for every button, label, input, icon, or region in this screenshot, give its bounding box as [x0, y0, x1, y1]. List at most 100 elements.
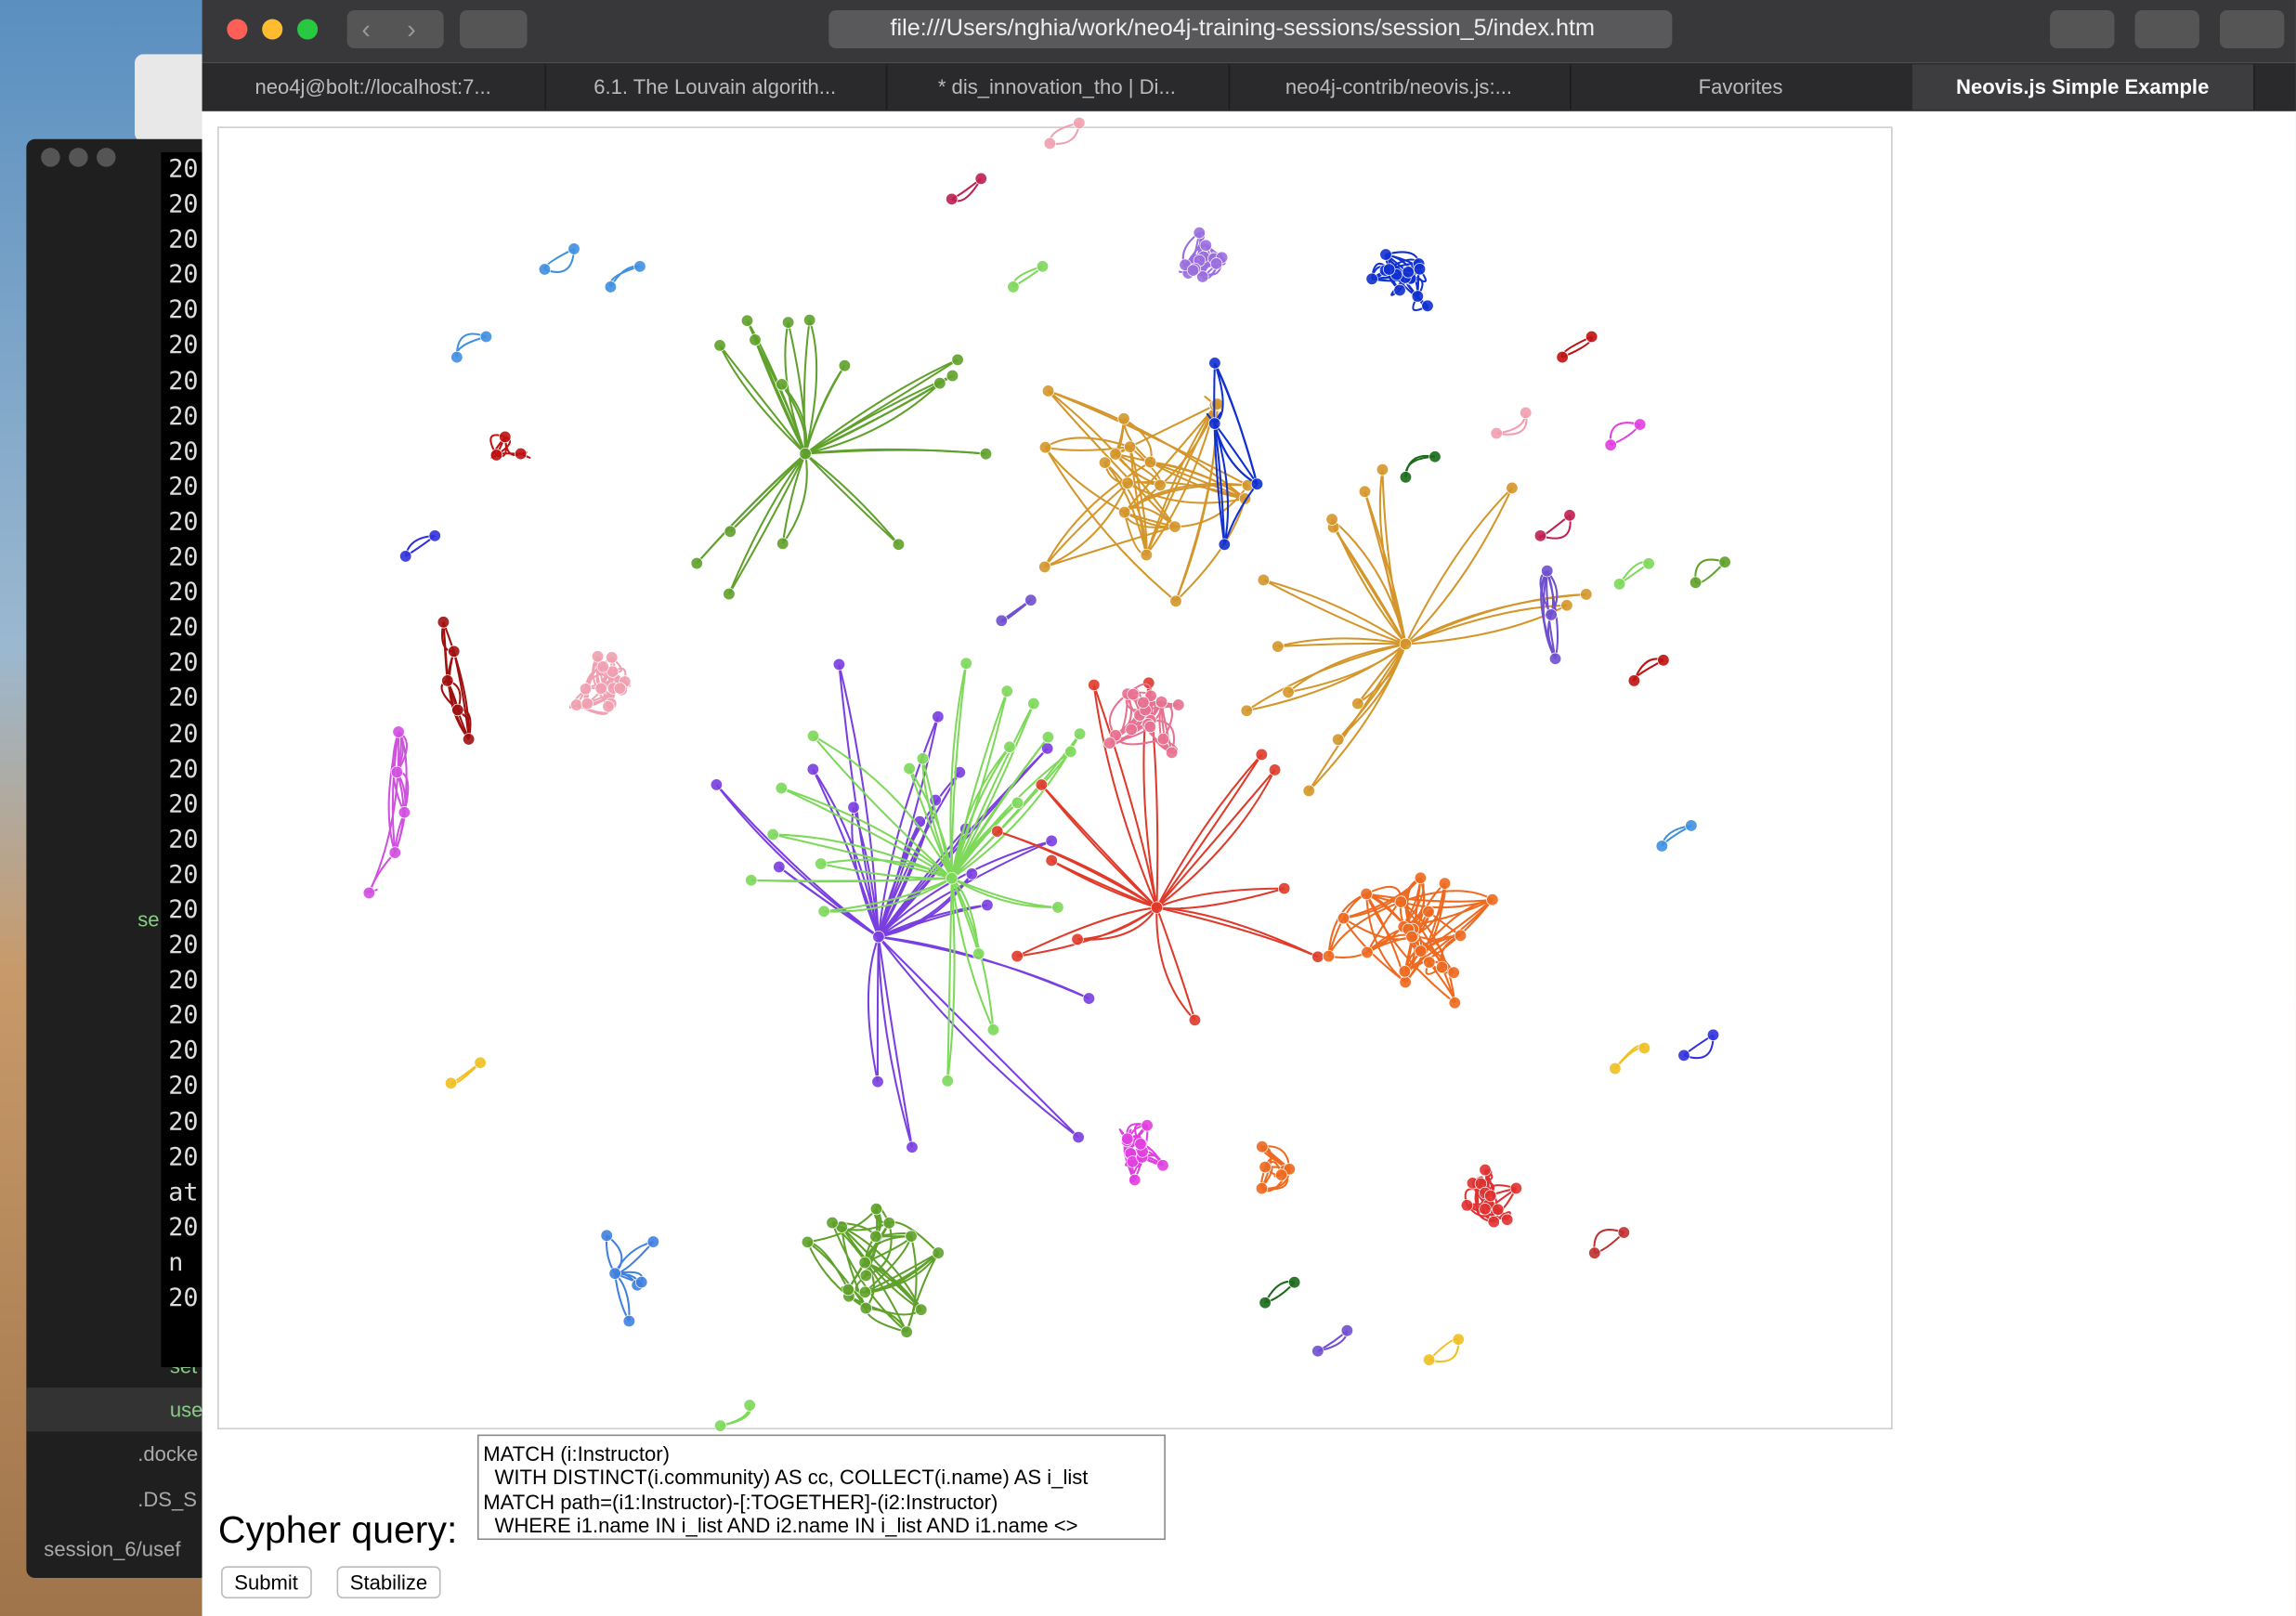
graph-edge: [780, 787, 953, 880]
stabilize-button[interactable]: Stabilize: [336, 1566, 441, 1599]
graph-node: [489, 449, 503, 462]
graph-node: [1210, 397, 1224, 411]
graph-node: [979, 447, 993, 461]
graph-node: [1718, 555, 1731, 568]
graph-edge: [921, 758, 953, 879]
graph-node: [428, 529, 441, 542]
graph-node: [1657, 654, 1670, 667]
tabs-button[interactable]: [2219, 10, 2285, 49]
share-button[interactable]: [2134, 10, 2199, 49]
graph-canvas[interactable]: [202, 0, 2296, 1616]
graph-node: [723, 587, 736, 601]
graph-node: [1082, 992, 1096, 1005]
graph-edge: [949, 663, 968, 879]
graph-node: [690, 556, 703, 570]
graph-node: [1399, 637, 1413, 651]
graph-node: [946, 369, 959, 383]
file-name[interactable]: .DS_S: [137, 1487, 197, 1511]
terminal-line: n: [168, 1248, 184, 1278]
graph-edge: [812, 735, 953, 880]
folder-name[interactable]: se: [137, 907, 160, 932]
graph-node: [1064, 745, 1077, 759]
graph-edge: [804, 358, 959, 455]
graph-node: [398, 550, 412, 563]
graph-node: [986, 1023, 1000, 1036]
graph-node: [390, 765, 404, 779]
graph-node: [1186, 264, 1200, 277]
graph-node: [1255, 1181, 1269, 1195]
graph-node: [847, 801, 860, 814]
graph-node: [1413, 263, 1427, 276]
browser-tab[interactable]: Neovis.js Simple Example: [1911, 64, 2255, 111]
graph-edge: [878, 936, 1079, 1139]
browser-tab[interactable]: * dis_innovation_tho | Di...: [886, 64, 1230, 111]
address-bar[interactable]: file:///Users/nghia/work/neo4j-training-…: [828, 10, 1673, 49]
browser-window: ‹ › file:///Users/nghia/work/neo4j-train…: [202, 0, 2296, 1616]
terminal-line: 20: [168, 1107, 199, 1137]
graph-node: [362, 886, 376, 900]
terminal-line: 20: [168, 155, 199, 185]
graph-node: [1322, 949, 1336, 963]
graph-edge: [1040, 784, 1158, 908]
graph-node: [1169, 594, 1182, 607]
graph-node: [1208, 357, 1221, 370]
graph-edge: [1155, 753, 1263, 908]
graph-node: [570, 698, 583, 711]
graph-node: [743, 1399, 756, 1412]
graph-node: [1140, 548, 1154, 562]
graph-node: [1003, 740, 1016, 753]
graph-node: [1423, 956, 1436, 969]
window-buttons: [41, 148, 158, 168]
graph-node: [981, 898, 994, 912]
graph-node: [1103, 736, 1116, 749]
graph-node: [1259, 1297, 1272, 1310]
graph-edge: [1103, 462, 1148, 555]
browser-tab[interactable]: neo4j-contrib/neovis.js:...: [1228, 64, 1572, 111]
graph-edge: [1400, 890, 1494, 904]
browser-tab[interactable]: neo4j@bolt://localhost:7...: [202, 64, 546, 111]
query-label: Cypher query:: [217, 1507, 458, 1552]
graph-edge: [812, 768, 880, 937]
graph-node: [1448, 997, 1461, 1010]
graph-node: [806, 762, 820, 776]
graph-node: [1256, 1140, 1269, 1153]
graph-node: [634, 1275, 648, 1289]
terminal-line: 20: [168, 1142, 199, 1172]
graph-edge: [851, 807, 880, 938]
graph-node: [1360, 887, 1373, 901]
graph-edge: [1400, 898, 1494, 909]
query-textarea[interactable]: MATCH (i:Instructor) WITH DISTINCT(i.com…: [476, 1434, 1166, 1541]
graph-node: [450, 350, 463, 364]
submit-button[interactable]: Submit: [221, 1566, 312, 1599]
graph-node: [1398, 965, 1412, 978]
graph-node: [974, 172, 987, 185]
graph-node: [1545, 608, 1558, 621]
browser-tab[interactable]: Favorites: [1570, 64, 1913, 111]
graph-node: [932, 1246, 945, 1259]
graph-edge: [804, 365, 846, 454]
graph-edge: [1016, 906, 1157, 958]
file-name[interactable]: .docke: [137, 1441, 199, 1466]
sidebar-button[interactable]: [460, 10, 528, 49]
graph-node: [1560, 599, 1573, 612]
graph-node: [1240, 704, 1253, 717]
graph-node: [600, 1229, 613, 1243]
graph-edge: [1213, 362, 1226, 545]
graph-node: [1393, 283, 1406, 297]
graph-node: [1272, 640, 1285, 653]
download-button[interactable]: [2050, 10, 2115, 49]
graph-node: [604, 280, 618, 293]
graph-edge: [1277, 642, 1406, 648]
file-name[interactable]: use: [169, 1398, 203, 1422]
graph-node: [859, 1269, 873, 1283]
graph-node: [462, 733, 476, 746]
graph-node: [1045, 854, 1058, 867]
nav-buttons[interactable]: ‹ ›: [346, 10, 444, 49]
graph-node: [1509, 1181, 1523, 1195]
graph-node: [1460, 1199, 1474, 1212]
graph-node: [1452, 1333, 1465, 1346]
graph-node: [1361, 945, 1374, 959]
graph-node: [1533, 529, 1547, 542]
graph-edge: [728, 453, 806, 595]
browser-tab[interactable]: 6.1. The Louvain algorith...: [544, 64, 888, 111]
